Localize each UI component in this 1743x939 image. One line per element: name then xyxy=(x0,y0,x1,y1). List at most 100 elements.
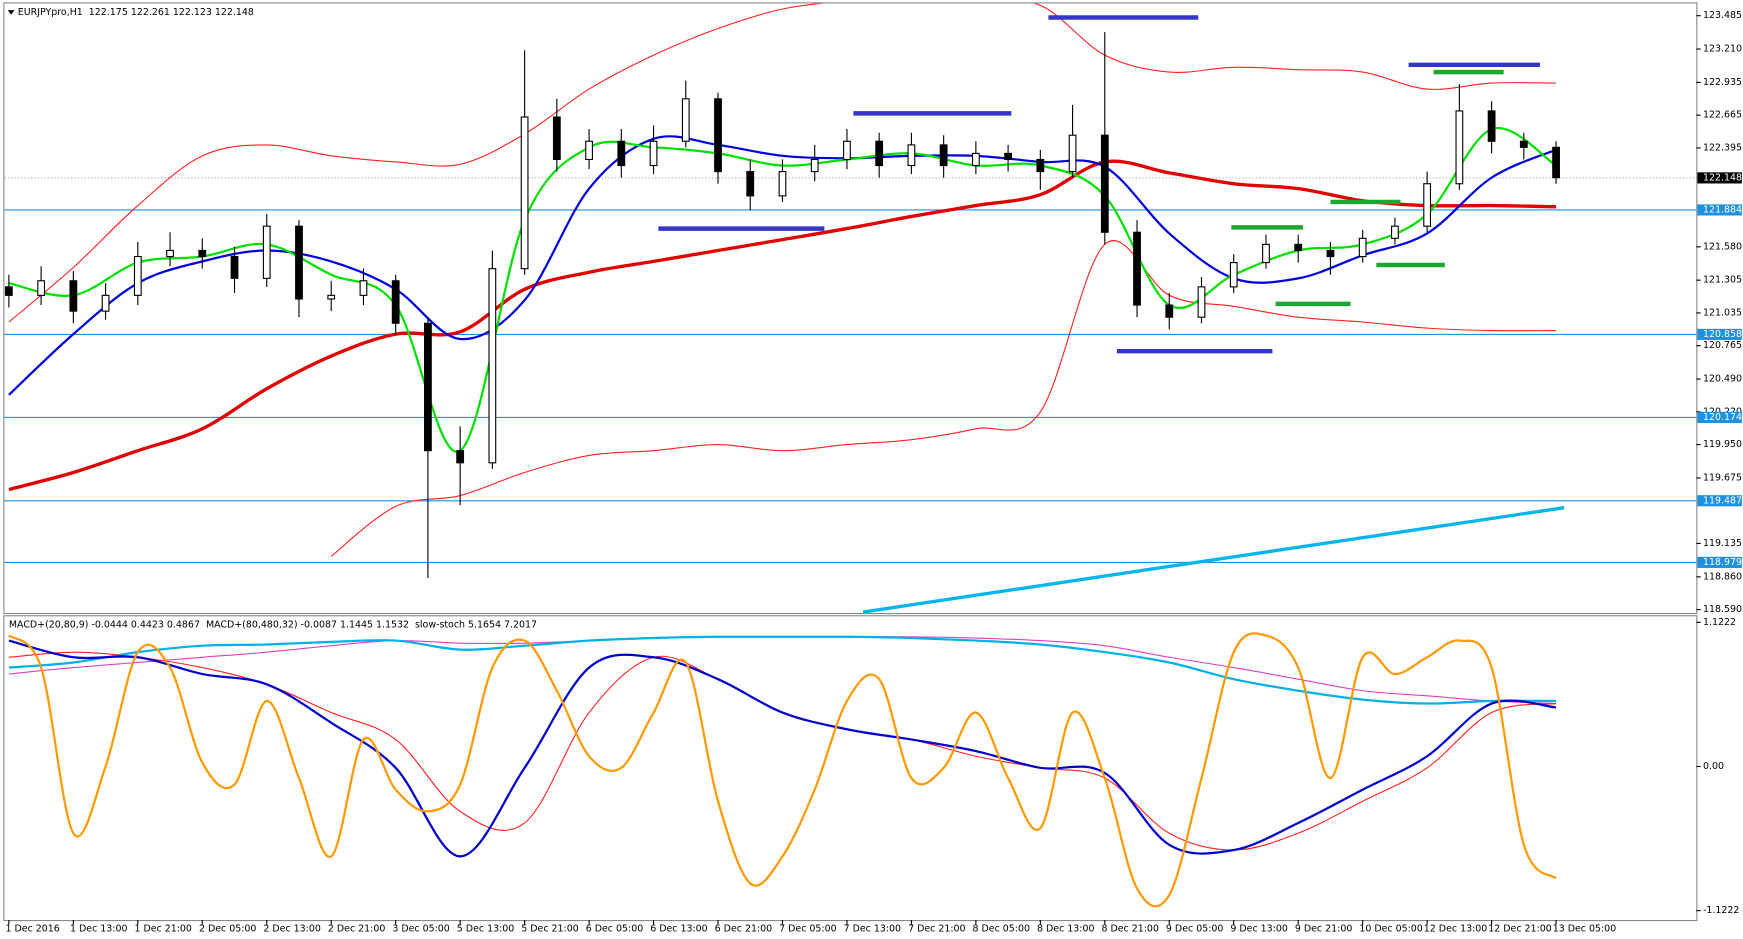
candle-body xyxy=(295,225,303,300)
axes: 123.485 123.210 122.935 122.665 122.395 121.5… xyxy=(6,10,1742,934)
level-label-box xyxy=(1697,204,1742,216)
x-tick-label: 9 Dec 05:00 xyxy=(1166,923,1223,934)
level-label-box xyxy=(1697,495,1742,507)
x-tick-label: 10 Dec 05:00 xyxy=(1359,923,1422,934)
ma-line xyxy=(8,3,1557,323)
candle-body xyxy=(327,294,336,300)
indicator-panel-frame xyxy=(3,615,1698,922)
candle-body xyxy=(37,280,46,296)
level-label-box xyxy=(1697,556,1742,568)
candle-body xyxy=(552,116,561,161)
x-tick-label: 2 Dec 13:00 xyxy=(263,923,320,934)
candle-body xyxy=(198,249,207,258)
y-tick-label: 122.935 xyxy=(1703,77,1742,88)
level-label: 119.487 xyxy=(1703,495,1742,506)
candle-body xyxy=(1100,134,1109,233)
candle-body xyxy=(1197,286,1206,318)
candle-body xyxy=(424,322,432,452)
candle-body xyxy=(617,140,626,167)
y-tick-label: 120.490 xyxy=(1703,374,1742,385)
level-label-box xyxy=(1697,411,1742,423)
candle-body xyxy=(456,450,465,464)
candle-body xyxy=(971,152,980,167)
candle-body xyxy=(875,140,884,167)
main-title: EURJPYpro,H1 122.175 122.261 122.123 122… xyxy=(18,7,254,18)
candle-body xyxy=(1326,249,1335,258)
last-price-label: 122.148 xyxy=(1703,172,1742,183)
candle-body xyxy=(262,225,271,279)
level-label: 118.979 xyxy=(1703,557,1742,568)
y-tick-label: 119.950 xyxy=(1703,439,1742,450)
candle-body xyxy=(810,158,819,173)
x-tick-label: 1 Dec 21:00 xyxy=(134,923,191,934)
candle-body xyxy=(1519,140,1528,148)
candle-body xyxy=(359,280,368,296)
candle-body xyxy=(843,140,851,161)
indicator-title: MACD+(20,80,9) -0.0444 0.4423 0.4867 MAC… xyxy=(9,620,537,631)
x-tick-label: 8 Dec 13:00 xyxy=(1037,923,1094,934)
trendline xyxy=(862,506,1565,613)
indicator-line xyxy=(8,639,1557,858)
x-tick-label: 9 Dec 21:00 xyxy=(1295,923,1352,934)
x-tick-label: 5 Dec 21:00 xyxy=(521,923,578,934)
candle-body xyxy=(649,140,658,167)
x-tick-label: 3 Dec 05:00 xyxy=(392,923,449,934)
y-tick-label: 1.1222 xyxy=(1703,617,1736,628)
y-tick-label: -1.1222 xyxy=(1703,905,1739,916)
x-tick-label: 7 Dec 05:00 xyxy=(779,923,836,934)
candle-body xyxy=(1358,237,1367,258)
candle-body xyxy=(391,280,400,324)
candle-body xyxy=(1487,110,1496,142)
candle-body xyxy=(681,98,690,142)
candle-body xyxy=(939,144,948,167)
x-tick-label: 12 Dec 13:00 xyxy=(1424,923,1487,934)
x-tick-label: 2 Dec 21:00 xyxy=(328,923,385,934)
x-tick-label: 2 Dec 05:00 xyxy=(199,923,256,934)
candle-body xyxy=(778,171,787,197)
candle-body xyxy=(907,144,916,167)
candle-body xyxy=(488,268,497,464)
y-tick-label: 122.395 xyxy=(1703,142,1742,153)
candle-body xyxy=(101,294,110,312)
x-tick-label: 13 Dec 05:00 xyxy=(1553,923,1616,934)
y-tick-label: 123.210 xyxy=(1703,44,1742,55)
y-tick-label: 0.00 xyxy=(1703,761,1724,772)
y-tick-label: 121.305 xyxy=(1703,275,1742,286)
candle-body xyxy=(166,249,174,258)
candle-body xyxy=(714,98,722,173)
candle-body xyxy=(1133,231,1141,306)
candle-body xyxy=(1068,134,1077,173)
y-tick-label: 120.765 xyxy=(1703,340,1742,351)
y-tick-label: 119.675 xyxy=(1703,472,1742,483)
ma-line xyxy=(8,159,1557,492)
candle-body xyxy=(1455,110,1464,185)
y-tick-label: 118.590 xyxy=(1703,604,1742,615)
candle-body xyxy=(1552,146,1560,179)
x-tick-label: 6 Dec 13:00 xyxy=(650,923,707,934)
x-tick-label: 9 Dec 13:00 xyxy=(1230,923,1287,934)
x-tick-label: 7 Dec 13:00 xyxy=(844,923,901,934)
x-tick-label: 1 Dec 13:00 xyxy=(70,923,127,934)
x-tick-label: 6 Dec 21:00 xyxy=(715,923,772,934)
level-label: 120.174 xyxy=(1703,412,1742,423)
level-label: 120.858 xyxy=(1703,329,1742,340)
level-label: 121.884 xyxy=(1703,204,1742,215)
y-tick-label: 119.135 xyxy=(1703,538,1742,549)
candle-body xyxy=(1229,262,1238,288)
y-tick-label: 120.220 xyxy=(1703,406,1742,417)
candle-body xyxy=(1391,225,1399,239)
menu-triangle xyxy=(7,10,15,15)
candle-body xyxy=(4,286,13,296)
candle-body xyxy=(1165,304,1174,318)
x-tick-label: 5 Dec 13:00 xyxy=(457,923,514,934)
candle-body xyxy=(1036,158,1045,173)
x-tick-label: 7 Dec 21:00 xyxy=(908,923,965,934)
x-tick-label: 6 Dec 05:00 xyxy=(586,923,643,934)
main-panel-frame xyxy=(3,2,1698,615)
indicator-plot xyxy=(8,632,1557,908)
candle-body xyxy=(520,116,529,270)
y-tick-label: 122.665 xyxy=(1703,110,1742,121)
candle-body xyxy=(1294,243,1303,252)
